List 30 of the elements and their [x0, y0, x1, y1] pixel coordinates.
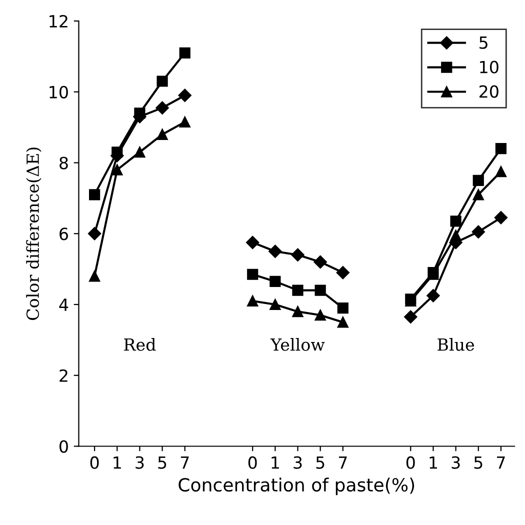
y-tick-label: 4: [59, 298, 68, 311]
y-axis-title: Color difference(ΔE): [26, 148, 42, 320]
annotation: Red: [124, 338, 156, 351]
x-tick-label: 1: [272, 456, 279, 469]
x-tick-label: 5: [316, 456, 324, 469]
y-tick-label: 8: [60, 156, 68, 170]
x-tick-label: 5: [158, 456, 166, 469]
x-tick-label: 0: [90, 456, 99, 469]
y-tick-label: 6: [60, 228, 68, 240]
y-tick-label: 12: [50, 14, 68, 28]
x-tick-label: 3: [452, 456, 460, 469]
x-tick-label: 3: [294, 456, 302, 469]
y-tick-label: 0: [60, 440, 68, 453]
x-tick-label: 7: [338, 456, 347, 469]
x-tick-label: 0: [406, 456, 415, 469]
x-tick-label: 7: [497, 456, 505, 469]
x-tick-label: 3: [136, 456, 144, 469]
legend-label: 10: [480, 60, 498, 74]
x-tick-label: 0: [248, 456, 257, 469]
y-tick-label: 2: [60, 369, 68, 382]
x-tick-label: 5: [474, 456, 482, 469]
legend-label: 20: [480, 85, 498, 98]
y-tick-label: 10: [50, 86, 68, 98]
x-axis-title: Concentration of paste(%): [178, 478, 414, 496]
legend-label: 5: [480, 36, 488, 49]
x-tick-label: 7: [180, 456, 189, 469]
annotation: Yellow: [270, 338, 325, 351]
x-tick-label: 1: [114, 456, 121, 469]
x-tick-label: 1: [430, 456, 437, 469]
annotation: Blue: [438, 338, 474, 351]
